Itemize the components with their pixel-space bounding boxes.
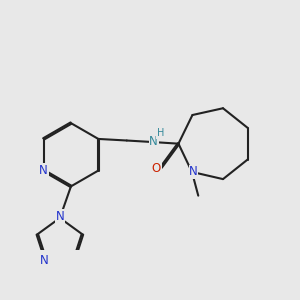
Text: O: O bbox=[152, 163, 161, 176]
Text: N: N bbox=[149, 135, 158, 148]
Text: N: N bbox=[39, 164, 48, 177]
Text: N: N bbox=[56, 210, 64, 223]
Text: H: H bbox=[157, 128, 164, 138]
Text: N: N bbox=[40, 254, 49, 267]
Text: N: N bbox=[189, 165, 198, 178]
